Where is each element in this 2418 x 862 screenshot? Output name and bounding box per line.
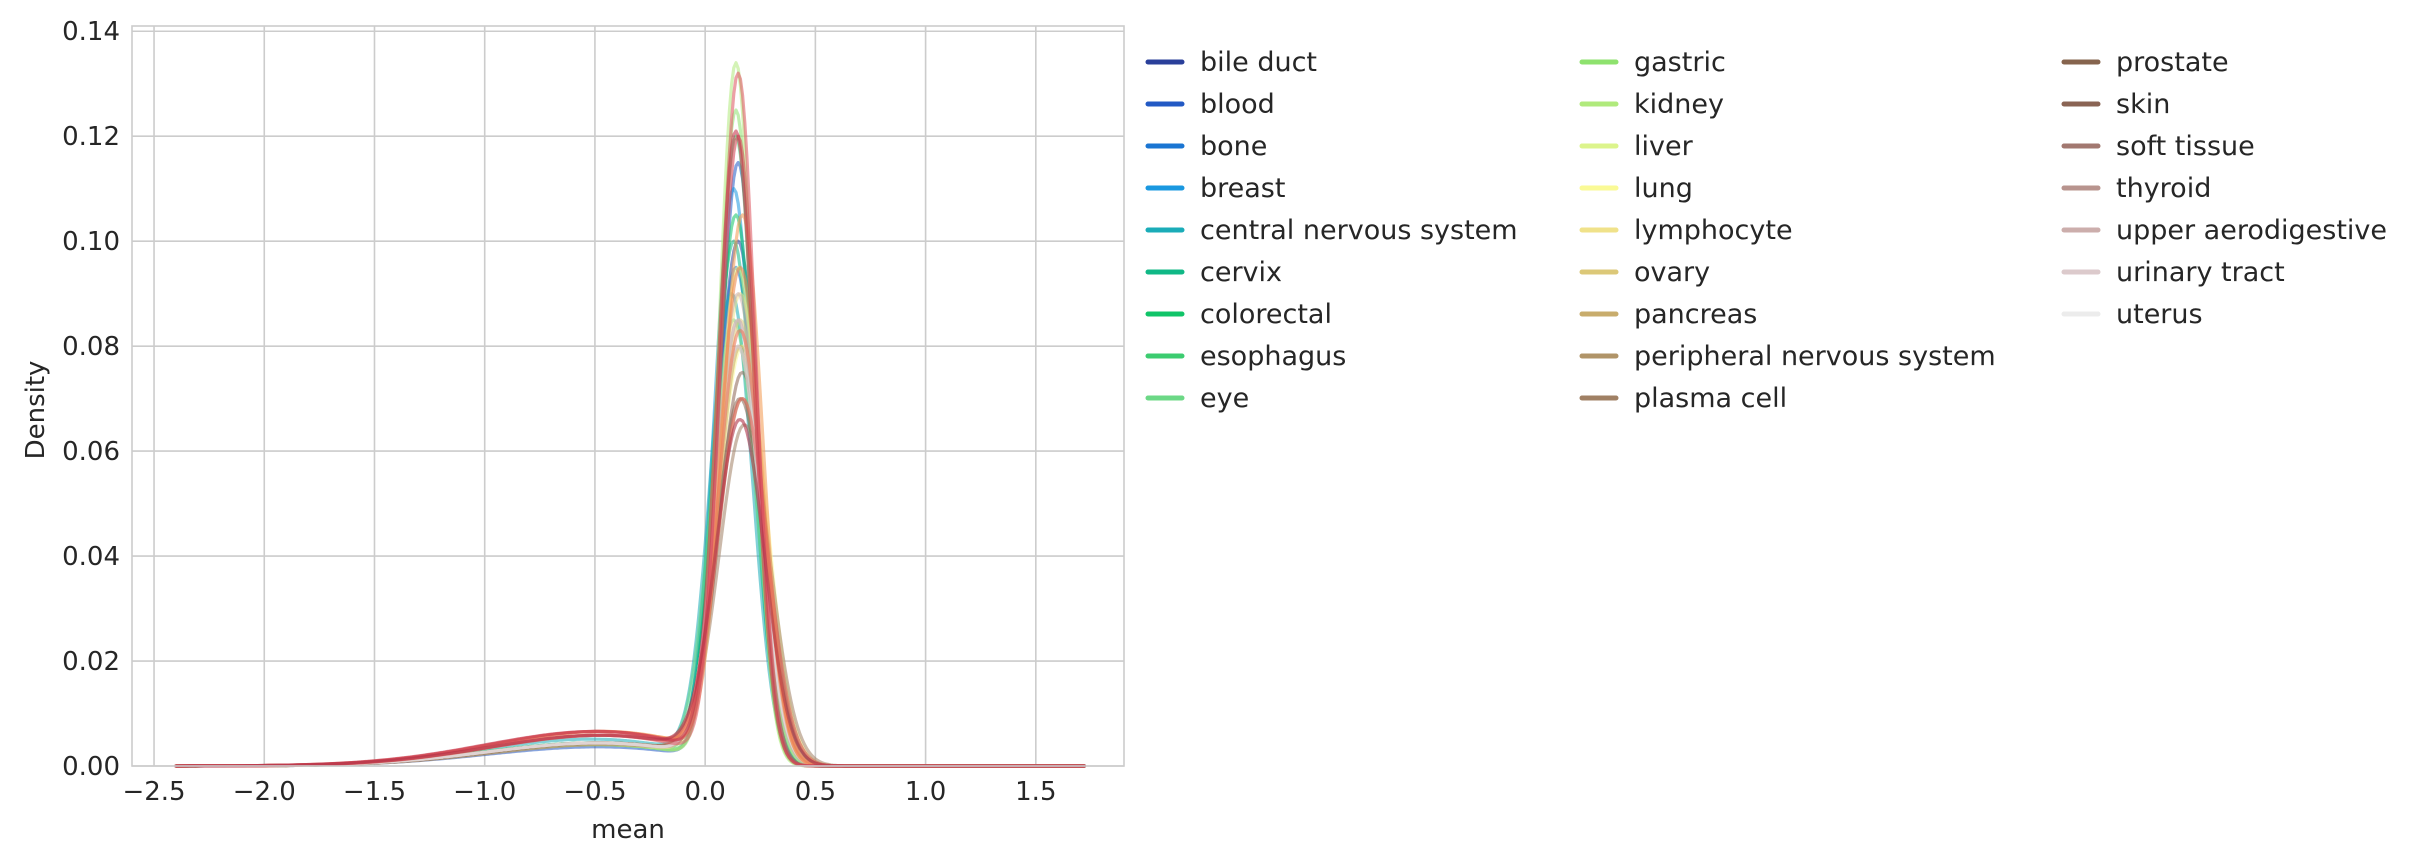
density-curve — [174, 397, 1086, 768]
x-tick-label: −1.5 — [343, 777, 406, 807]
density-curve — [174, 108, 1086, 768]
legend-label: urinary tract — [2116, 257, 2285, 288]
legend-label: ovary — [1634, 257, 1710, 288]
y-tick-label: 0.06 — [62, 437, 120, 467]
y-axis-label: Density — [21, 361, 51, 460]
density-curve — [174, 265, 1086, 768]
legend-label: breast — [1200, 173, 1285, 204]
density-curve — [174, 265, 1086, 768]
density-curve — [174, 318, 1086, 768]
legend-label: lung — [1634, 173, 1693, 204]
y-tick-label: 0.12 — [62, 122, 120, 152]
legend-label: colorectal — [1200, 299, 1332, 330]
y-tick-label: 0.02 — [62, 647, 120, 677]
legend-label: bile duct — [1200, 47, 1317, 78]
density-curve — [174, 318, 1086, 768]
density-curve — [174, 213, 1086, 768]
x-tick-label: 0.5 — [795, 777, 836, 807]
legend-label: peripheral nervous system — [1634, 341, 1996, 372]
plot-frame — [131, 25, 1125, 767]
x-tick-label: −2.5 — [122, 777, 185, 807]
x-tick-label: 1.5 — [1015, 777, 1056, 807]
density-curve — [174, 397, 1086, 768]
legend-label: cervix — [1200, 257, 1282, 288]
x-tick-label: −0.5 — [563, 777, 626, 807]
density-curve — [174, 239, 1086, 768]
y-tick-label: 0.10 — [62, 227, 120, 257]
grid — [132, 26, 1124, 767]
legend-label: thyroid — [2116, 173, 2211, 204]
legend-label: upper aerodigestive — [2116, 215, 2387, 246]
legend-label: skin — [2116, 89, 2170, 120]
y-tick-label: 0.14 — [62, 17, 120, 47]
legend-label: soft tissue — [2116, 131, 2255, 162]
density-curve — [174, 129, 1086, 768]
density-curve — [174, 292, 1086, 768]
density-curve — [174, 213, 1086, 768]
legend-label: esophagus — [1200, 341, 1346, 372]
density-curve — [174, 292, 1086, 768]
density-curve — [174, 265, 1086, 768]
density-curve — [174, 423, 1086, 768]
density-curve — [174, 318, 1086, 768]
legend-label: uterus — [2116, 299, 2203, 330]
y-tick-labels: 0.00 0.02 0.04 0.06 0.08 0.10 0.12 0.14 — [62, 17, 120, 782]
legend-label: gastric — [1634, 47, 1726, 78]
y-tick-label: 0.04 — [62, 542, 120, 572]
legend-label: lymphocyte — [1634, 215, 1793, 246]
legend-label: kidney — [1634, 89, 1724, 120]
legend-label: pancreas — [1634, 299, 1757, 330]
density-curve — [174, 71, 1086, 768]
density-curve — [174, 292, 1086, 768]
legend-label: blood — [1200, 89, 1275, 120]
legend: bile duct blood bone breast central nervous … — [1145, 47, 2387, 414]
x-tick-label: −2.0 — [233, 777, 296, 807]
y-tick-label: 0.08 — [62, 332, 120, 362]
legend-label: liver — [1634, 131, 1694, 162]
legend-label: eye — [1200, 383, 1249, 414]
x-tick-labels: −2.5 −2.0 −1.5 −1.0 −0.5 0.0 0.5 1.0 1.5 — [122, 777, 1056, 807]
density-curve — [174, 370, 1086, 768]
x-tick-label: 1.0 — [905, 777, 946, 807]
density-curve — [174, 328, 1086, 768]
legend-label: plasma cell — [1634, 383, 1787, 414]
density-curve — [174, 239, 1086, 768]
density-curve — [174, 397, 1086, 768]
legend-label: central nervous system — [1200, 215, 1518, 246]
x-axis-label: mean — [591, 815, 665, 845]
x-tick-label: −1.0 — [453, 777, 516, 807]
legend-label: bone — [1200, 131, 1267, 162]
density-curve — [174, 187, 1086, 768]
density-curve — [174, 160, 1086, 768]
x-tick-label: 0.0 — [684, 777, 725, 807]
density-curve — [174, 318, 1086, 768]
density-curve — [174, 418, 1086, 768]
legend-label: prostate — [2116, 47, 2229, 78]
y-tick-label: 0.00 — [62, 752, 120, 782]
